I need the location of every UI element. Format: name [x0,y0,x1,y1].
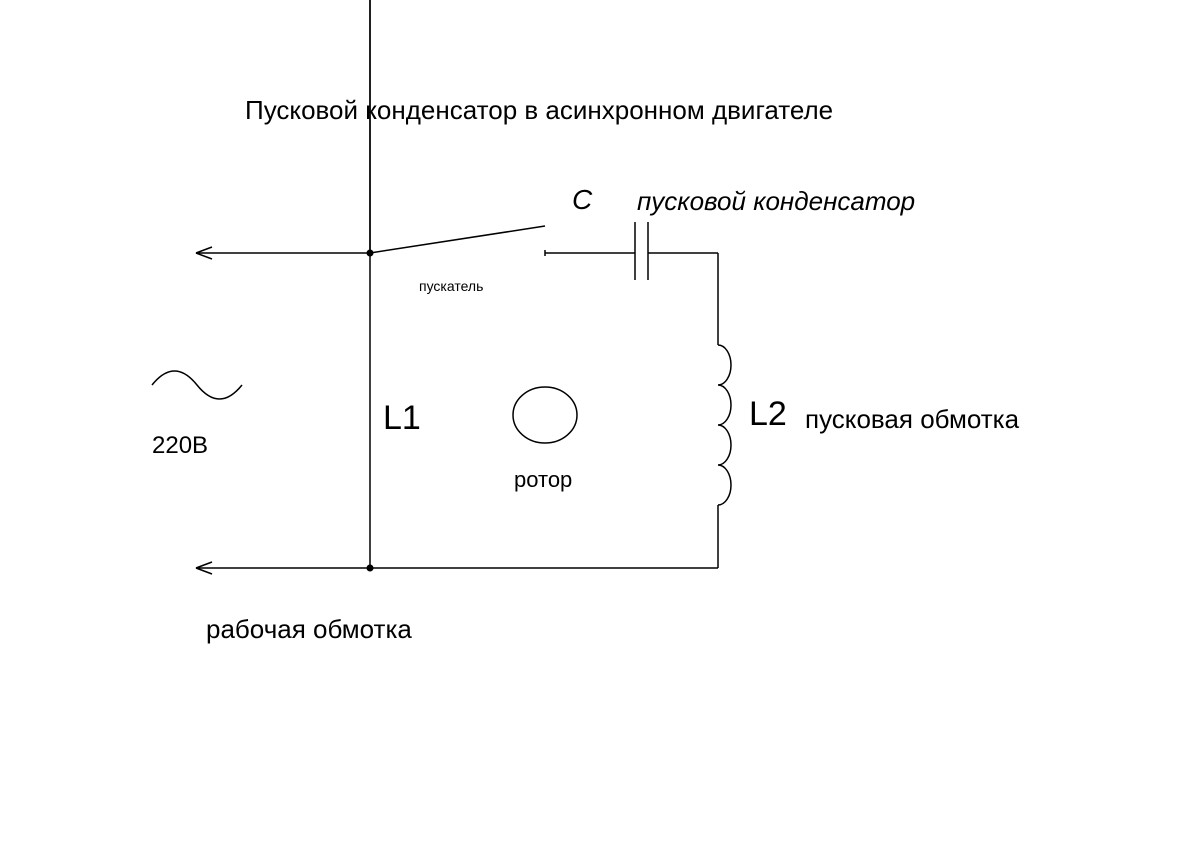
label-l2: L2 [749,395,787,434]
label-capacitor-c: С [572,184,592,216]
circuit-diagram [0,0,1200,848]
label-l1: L1 [383,399,421,438]
label-work-winding: рабочая обмотка [206,614,412,645]
label-rotor: ротор [514,467,572,493]
title: Пусковой конденсатор в асинхронном двига… [245,95,833,126]
label-start-winding: пусковая обмотка [805,404,1019,435]
label-voltage: 220В [152,432,208,460]
label-capacitor-name: пусковой конденсатор [637,186,915,217]
label-starter: пускатель [419,278,483,294]
